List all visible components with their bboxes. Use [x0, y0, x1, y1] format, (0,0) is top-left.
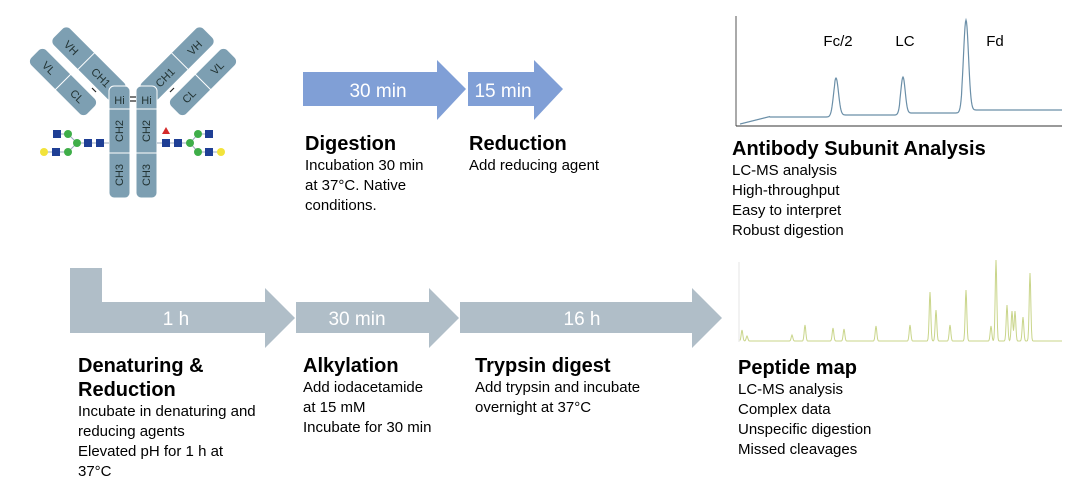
step-title: Denaturing &	[78, 355, 204, 377]
right-light-arm: VL CL	[168, 47, 238, 117]
result-line: Unspecific digestion	[738, 421, 872, 438]
result-title: Peptide map	[738, 357, 857, 379]
result-line: High-throughput	[732, 182, 840, 199]
left-light-arm: VL CL	[28, 47, 98, 117]
step-line: overnight at 37°C	[475, 399, 592, 416]
arrow-label: 15 min	[474, 81, 531, 102]
step-reduction: Reduction Add reducing agent	[469, 132, 599, 176]
result-subunit-analysis: Antibody Subunit Analysis LC-MS analysis…	[732, 137, 986, 241]
result-line: Easy to interpret	[732, 202, 842, 219]
antibody-diagram: VH CH1 VL CL VH CH1 VL CL	[28, 26, 238, 199]
step-line: Incubate for 30 min	[303, 419, 432, 436]
step-line: 37°C	[78, 463, 112, 480]
step-line: reducing agents	[78, 423, 185, 440]
result-peptide-map: Peptide map LC-MS analysis Complex data …	[738, 356, 871, 460]
arrow-label: 16 h	[564, 309, 601, 330]
result-line: Missed cleavages	[738, 441, 858, 458]
step-line: conditions.	[305, 197, 377, 214]
result-line: LC-MS analysis	[732, 162, 838, 179]
arrow-denaturing	[70, 268, 295, 348]
right-stem	[135, 85, 158, 199]
step-line: Elevated pH for 1 h at	[78, 443, 224, 460]
result-line: Complex data	[738, 401, 831, 418]
result-title: Antibody Subunit Analysis	[732, 138, 986, 160]
ch2-label: CH2	[114, 120, 126, 142]
result-line: Robust digestion	[732, 222, 844, 239]
arrow-alkylation	[296, 288, 459, 348]
step-trypsin-digest: Trypsin digest Add trypsin and incubate …	[475, 354, 640, 418]
arrow-label: 1 h	[163, 309, 189, 330]
step-title: Alkylation	[303, 355, 399, 377]
step-line: Incubation 30 min	[305, 157, 424, 174]
step-line: at 15 mM	[303, 399, 366, 416]
ch3-label: CH3	[114, 164, 126, 186]
arrow-label: 30 min	[328, 309, 385, 330]
hinge-label: Hi	[114, 95, 124, 107]
step-denaturing-reduction: Denaturing & Reduction Incubate in denat…	[78, 354, 256, 482]
step-line: Add iodacetamide	[303, 379, 424, 396]
step-line: Add trypsin and incubate	[475, 379, 641, 396]
left-stem	[108, 85, 131, 199]
step-title: Reduction	[469, 133, 567, 155]
peptide-chromatogram	[738, 259, 1062, 342]
left-glycan	[40, 130, 109, 156]
step-title: Trypsin digest	[475, 355, 611, 377]
right-glycan	[157, 127, 225, 156]
ch3-label: CH3	[141, 164, 153, 186]
peak-label-fc2: Fc/2	[823, 33, 852, 50]
ch2-label: CH2	[141, 120, 153, 142]
peak-label-lc: LC	[895, 33, 914, 50]
right-heavy-arm: VH CH1	[139, 26, 215, 102]
arrow-digestion	[303, 60, 466, 120]
peptide-trace	[739, 259, 1062, 342]
subunit-trace	[739, 17, 1062, 125]
arrow-trypsin	[460, 288, 722, 348]
step-alkylation: Alkylation Add iodacetamide at 15 mM Inc…	[303, 354, 431, 438]
hinge-label: Hi	[141, 95, 151, 107]
step-line: Add reducing agent	[469, 157, 600, 174]
step-line: at 37°C. Native	[305, 177, 407, 194]
arrow-label: 30 min	[349, 81, 406, 102]
step-title: Reduction	[78, 379, 176, 401]
result-line: LC-MS analysis	[738, 381, 844, 398]
peak-label-fd: Fd	[986, 33, 1004, 50]
arrow-reduction	[468, 60, 563, 120]
step-line: Incubate in denaturing and	[78, 403, 256, 420]
step-title: Digestion	[305, 133, 397, 155]
left-heavy-arm: VH CH1	[51, 26, 127, 102]
step-digestion: Digestion Incubation 30 min at 37°C. Nat…	[305, 132, 423, 216]
subunit-chromatogram: Fc/2 LC Fd	[735, 16, 1062, 127]
